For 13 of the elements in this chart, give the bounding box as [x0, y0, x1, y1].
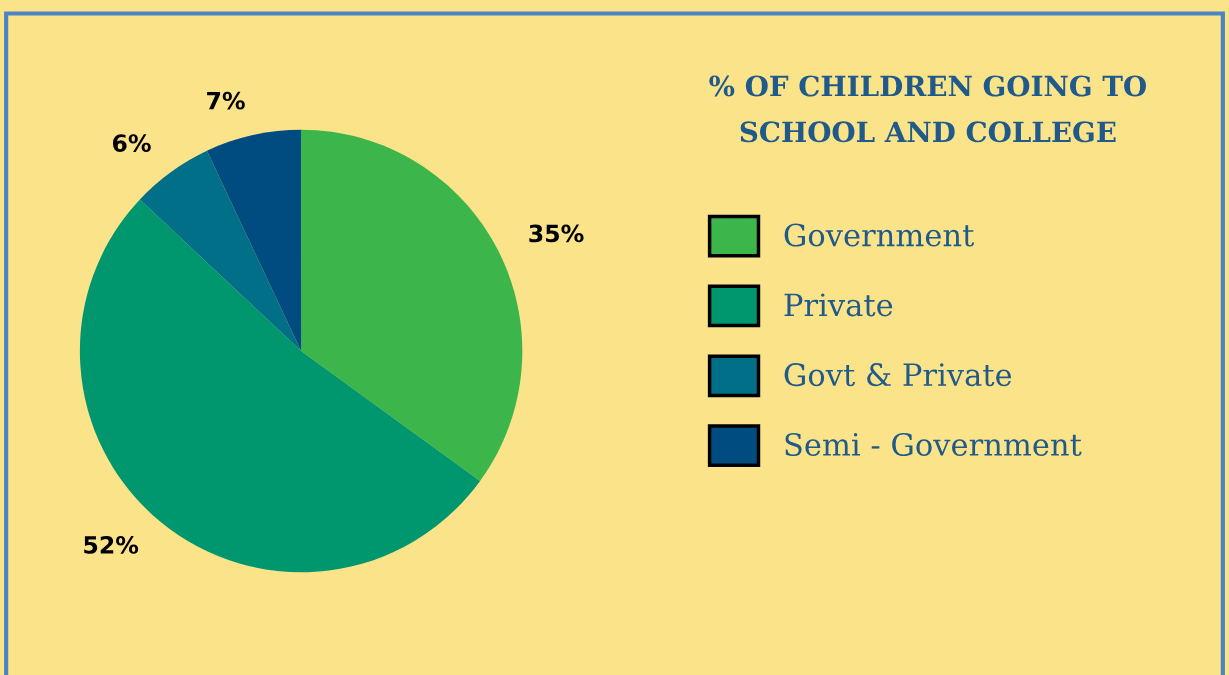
data-label: 6% [112, 134, 151, 153]
data-label: 52% [84, 536, 139, 554]
pie-slice [79, 199, 481, 573]
pie-slice [301, 129, 523, 482]
legend-label: Govt & Private [784, 363, 1012, 387]
pie-slice [139, 150, 302, 351]
legend-label: Government [784, 223, 975, 247]
data-label: 35% [529, 224, 584, 243]
legend-label: Private [784, 293, 893, 317]
chart-title: % OF CHILDREN GOING TO SCHOOL AND COLLEGE [709, 75, 1146, 143]
pie-slice [206, 129, 302, 351]
legend-label: Semi - Government [785, 432, 1082, 457]
data-label: 7% [207, 91, 245, 110]
